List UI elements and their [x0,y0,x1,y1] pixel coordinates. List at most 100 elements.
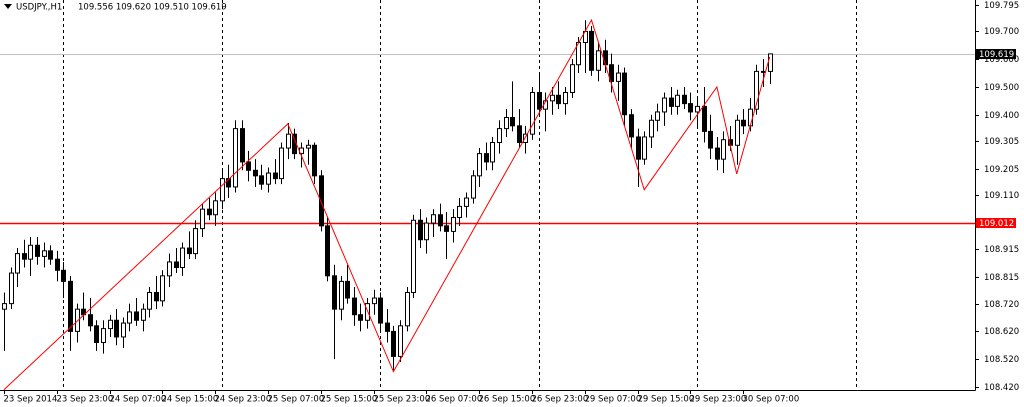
menu-arrow[interactable] [4,4,12,9]
candle-body [319,175,324,227]
x-tick-label: 24 Sep 23:00 [215,395,272,405]
candle-body [616,72,621,82]
candle-body [530,92,535,135]
candle-body [629,114,634,138]
y-tick-label: 109.795 [984,1,1019,11]
candle-body [451,217,456,232]
candle-body [715,147,720,160]
candle-body [42,250,47,257]
candle-body [537,92,542,110]
candle-body [134,311,139,321]
candle-body [523,133,528,144]
price-box [976,49,1016,59]
candle-body [636,136,641,160]
candle-body [246,161,251,171]
candle-body [688,103,693,113]
candle-body [497,128,502,144]
candle-body [589,30,594,71]
candle-body [352,297,357,316]
candle-body [121,322,126,338]
x-tick-label: 25 Sep 07:00 [268,395,325,405]
candle-body [167,261,172,277]
x-tick-label: 24 Sep 07:00 [110,395,167,405]
candle-body [358,314,363,321]
candle-body [28,244,33,260]
candle-body [273,172,278,180]
y-tick-label: 108.520 [984,355,1019,365]
candle-body [682,94,687,105]
candle-body [431,214,436,224]
chart-title: USDJPY.,H1 [16,3,62,13]
candle-body [662,97,667,113]
y-tick-label: 108.720 [984,300,1019,310]
candle-body [484,153,489,163]
x-tick-label: 30 Sep 07:00 [743,395,800,405]
candle-body [642,136,647,160]
candle-body [2,303,7,310]
x-tick-label: 26 Sep 15:00 [479,395,536,405]
candle-body [160,275,165,302]
candle-body [339,280,344,310]
candle-body [325,225,330,277]
y-tick-label: 109.305 [984,137,1019,147]
candle-body [655,111,660,121]
candle-body [141,308,146,321]
x-tick-label: 23 Sep 23:00 [57,395,114,405]
zigzag-line [3,18,771,391]
candle-body [490,142,495,163]
candle-body [424,222,429,241]
candle-body [721,139,726,160]
candle-body [127,311,132,324]
candle-body [312,144,317,177]
candle-body [101,328,106,344]
candle-body [622,72,627,116]
y-tick-label: 109.500 [984,83,1019,93]
candle-body [702,105,707,132]
candle-body [418,219,423,241]
y-tick-label: 109.110 [984,191,1019,201]
y-tick-label: 108.815 [984,273,1019,283]
candle-body [735,119,740,146]
candle-body [649,119,654,138]
candle-body [556,94,561,105]
chart-subtitle: 109.556 109.620 109.510 109.619 [78,3,227,13]
x-tick-label: 29 Sep 15:00 [638,395,695,405]
y-tick-label: 109.700 [984,27,1019,37]
x-tick-label: 23 Sep 2014 [4,395,58,405]
candle-body [233,128,238,188]
candle-body [768,53,773,72]
candle-body [193,228,198,255]
y-tick-label: 109.600 [984,55,1019,65]
candle-body [213,200,218,216]
x-tick-label: 26 Sep 23:00 [532,395,589,405]
x-tick-label: 29 Sep 23:00 [690,395,747,405]
candle-body [94,325,99,344]
price-box-label: 109.619 [979,50,1014,60]
candle-body [55,258,60,271]
candle-body [154,292,159,302]
candle-body [754,70,759,110]
candle-body [438,214,443,227]
x-tick-label: 24 Sep 15:00 [162,395,219,405]
candle-body [68,280,73,332]
candle-body [266,172,271,185]
candle-body [669,97,674,107]
candle-body [279,147,284,180]
candle-body [220,178,225,202]
candle-body [61,269,66,282]
candle-body [9,272,14,305]
candle-body [226,178,231,188]
candle-body [147,292,152,310]
candle-body [550,94,555,102]
price-box [976,218,1016,228]
candle-body [517,125,522,144]
candle-body [477,153,482,177]
candle-body [48,250,53,260]
candle-body [695,105,700,113]
candle-body [444,225,449,232]
y-tick-label: 108.420 [984,383,1019,393]
x-tick-label: 29 Sep 07:00 [585,395,642,405]
candle-body [174,261,179,269]
